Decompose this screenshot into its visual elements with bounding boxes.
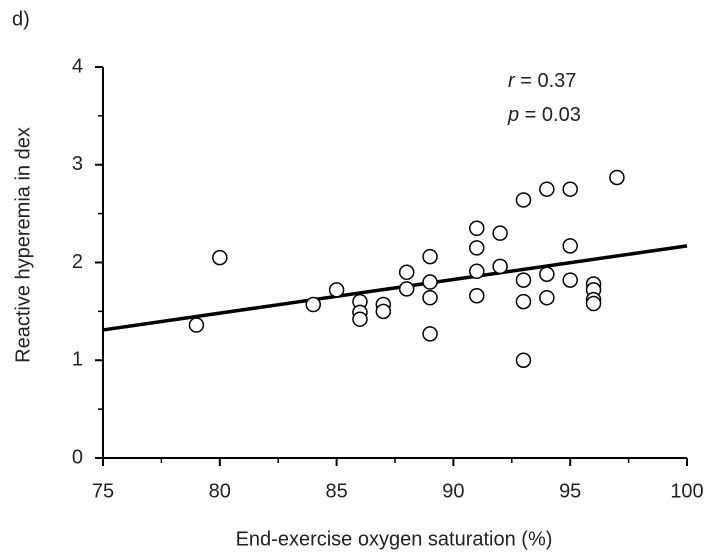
data-point (515, 352, 532, 368)
y-tick-label: 0 (72, 446, 83, 468)
y-axis-title: Reactive hyperemia in dex (12, 127, 34, 363)
data-point (212, 249, 228, 266)
data-point (375, 303, 392, 320)
data-point (422, 326, 438, 342)
panel-label: d) (12, 8, 30, 30)
trend-line (102, 244, 688, 332)
data-point (562, 272, 578, 288)
data-point (422, 274, 438, 290)
data-point (515, 272, 532, 288)
x-tick-label: 80 (209, 480, 231, 502)
x-tick-label: 75 (92, 480, 114, 502)
data-point (492, 225, 508, 241)
x-tick-label: 90 (442, 480, 464, 502)
data-point (539, 289, 555, 306)
data-point (469, 220, 485, 237)
data-point (539, 266, 555, 282)
data-point (305, 296, 321, 313)
data-point (539, 181, 555, 197)
x-tick-label: 95 (559, 480, 581, 502)
annotation-symbol: p (507, 104, 519, 126)
data-point (562, 238, 578, 254)
annotation-symbol: r (508, 70, 516, 92)
data-point (469, 287, 485, 304)
data-point (515, 293, 532, 310)
data-point (492, 258, 508, 275)
data-point (562, 181, 578, 197)
data-point (469, 263, 485, 280)
data-point (422, 289, 438, 306)
annotation: p = 0.03 (507, 104, 581, 126)
y-tick-label: 1 (72, 349, 83, 371)
y-tick-label: 4 (72, 55, 83, 77)
y-tick-label: 3 (72, 153, 83, 175)
annotation-value: = 0.03 (519, 104, 581, 126)
y-tick-label: 2 (72, 251, 83, 273)
data-point (328, 282, 345, 298)
data-point (469, 240, 485, 256)
data-point (422, 248, 438, 265)
x-tick-label: 85 (325, 480, 347, 502)
data-point (188, 317, 205, 333)
annotation: r = 0.37 (508, 70, 576, 92)
data-point (352, 311, 368, 327)
annotation-value: = 0.37 (515, 70, 577, 92)
x-tick-label: 100 (670, 480, 703, 502)
x-axis-title: End-exercise oxygen saturation (%) (236, 528, 553, 550)
data-point (609, 169, 625, 186)
data-point (515, 192, 532, 208)
data-point (398, 281, 415, 297)
data-point (585, 295, 602, 312)
data-point (398, 264, 415, 281)
